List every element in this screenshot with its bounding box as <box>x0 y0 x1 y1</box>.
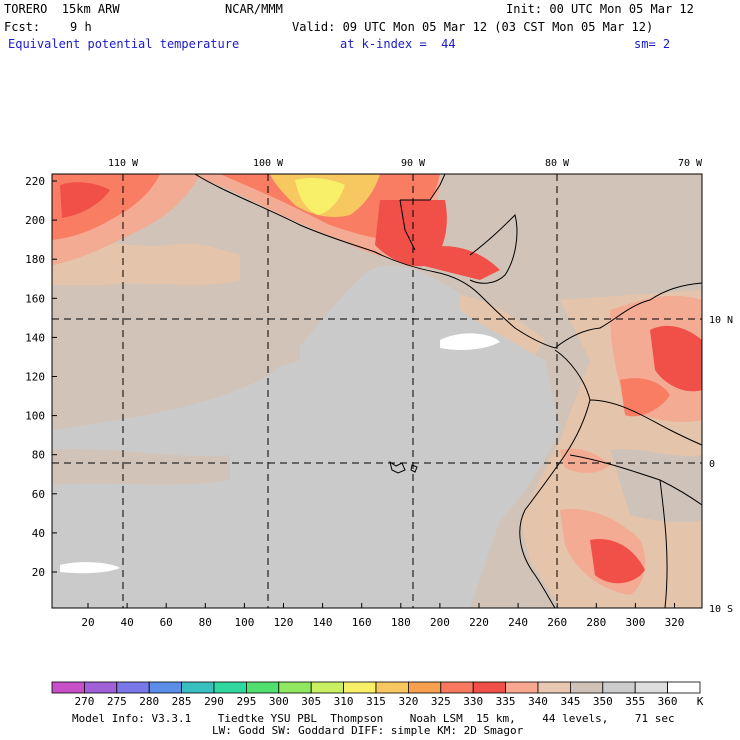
y-tick-label: 120 <box>25 371 45 384</box>
latitude-label: 10 S <box>709 604 733 615</box>
y-tick-label: 160 <box>25 292 45 305</box>
x-tick-label: 160 <box>352 616 372 629</box>
x-axis: 20 40 60 80 100 120 140 160 180 200 220 240 260 280 30… <box>81 603 684 629</box>
y-tick-label: 200 <box>25 214 45 227</box>
map-frame <box>51 173 703 609</box>
colorbar-level-label: 320 <box>398 695 418 708</box>
colorbar-level-label: 330 <box>463 695 483 708</box>
colorbar-level-label: 275 <box>107 695 127 708</box>
graticule <box>52 174 702 608</box>
colorbar-swatch <box>634 681 669 694</box>
organization: NCAR/MMM <box>225 2 283 16</box>
forecast-label: Fcst: <box>4 20 41 34</box>
forecast-hour: 9 h <box>70 20 92 34</box>
model-info-line-2: LW: Godd SW: Goddard DIFF: simple KM: 2D… <box>212 724 524 737</box>
longitude-label: 100 W <box>253 158 284 169</box>
x-tick-label: 20 <box>81 616 94 629</box>
latitude-labels: 10 N 0 10 S <box>709 315 733 615</box>
colorbar-level-label: 355 <box>625 695 645 708</box>
longitude-label: 90 W <box>401 158 426 169</box>
colorbar-level-label: 315 <box>366 695 386 708</box>
x-tick-label: 140 <box>313 616 333 629</box>
colorbar-swatch <box>343 681 377 694</box>
y-tick-label: 60 <box>32 488 45 501</box>
y-tick-label: 20 <box>32 566 45 579</box>
colorbar-swatch <box>440 681 474 694</box>
field-name: Equivalent potential temperature <box>8 37 240 51</box>
x-tick-label: 40 <box>120 616 133 629</box>
x-tick-label: 280 <box>586 616 606 629</box>
model-name: TORERO 15km ARW <box>4 2 120 16</box>
colorbar-swatch <box>505 681 539 694</box>
colorbar-swatch <box>51 681 85 694</box>
valid-time: Valid: 09 UTC Mon 05 Mar 12 (03 CST Mon … <box>292 20 654 34</box>
x-tick-label: 320 <box>665 616 685 629</box>
colorbar-level-label: 350 <box>593 695 613 708</box>
colorbar-level-label: 285 <box>172 695 192 708</box>
x-tick-label: 120 <box>274 616 294 629</box>
colorbar-level-label: 295 <box>236 695 256 708</box>
y-tick-label: 220 <box>25 175 45 188</box>
x-tick-label: 180 <box>391 616 411 629</box>
colorbar-swatch <box>84 681 118 694</box>
colorbar-swatch <box>537 681 571 694</box>
colorbar-swatch <box>181 681 215 694</box>
level-info: at k-index = 44 <box>340 37 456 51</box>
x-tick-label: 260 <box>547 616 567 629</box>
colorbar-swatch <box>570 681 604 694</box>
longitude-label: 80 W <box>545 158 570 169</box>
y-tick-label: 180 <box>25 253 45 266</box>
x-tick-label: 220 <box>469 616 489 629</box>
longitude-label: 70 W <box>678 158 703 169</box>
coastlines <box>194 174 702 608</box>
y-tick-label: 40 <box>32 527 45 540</box>
colorbar-level-label: 325 <box>431 695 451 708</box>
colorbar-level-label: 280 <box>139 695 159 708</box>
colorbar-level-label: 270 <box>74 695 94 708</box>
colorbar-swatch <box>245 681 280 694</box>
colorbar-level-label: 340 <box>528 695 548 708</box>
colorbar-unit: K <box>697 695 704 708</box>
longitude-label: 110 W <box>108 158 139 169</box>
y-tick-label: 80 <box>32 449 45 462</box>
colorbar-swatch <box>310 681 345 694</box>
colorbar-swatch <box>407 681 442 694</box>
init-time: Init: 00 UTC Mon 05 Mar 12 <box>506 2 694 16</box>
colorbar-swatch <box>278 681 312 694</box>
y-tick-label: 140 <box>25 331 45 344</box>
latitude-label: 10 N <box>709 315 733 326</box>
colorbar-level-label: 335 <box>496 695 516 708</box>
x-tick-label: 200 <box>430 616 450 629</box>
x-tick-label: 300 <box>625 616 645 629</box>
colorbar-level-label: 290 <box>204 695 224 708</box>
longitude-labels: 110 W 100 W 90 W 80 W 70 W <box>108 158 703 169</box>
y-tick-label: 100 <box>25 410 45 423</box>
colorbar-level-label: 305 <box>301 695 321 708</box>
x-tick-label: 240 <box>508 616 528 629</box>
model-info-line-1: Model Info: V3.3.1 Tiedtke YSU PBL Thomp… <box>72 712 675 725</box>
y-axis: 220 200 180 160 140 120 100 80 60 40 20 <box>25 175 57 579</box>
x-tick-label: 100 <box>234 616 254 629</box>
colorbar-swatch <box>116 681 150 694</box>
colorbar-swatch <box>375 681 409 694</box>
colorbar-swatch <box>148 681 182 694</box>
colorbar: 270 275 280 285 290 295 300 305 310 315 320 325 330 3… <box>51 681 704 708</box>
smoothing-info: sm= 2 <box>634 37 671 51</box>
colorbar-level-label: 310 <box>334 695 354 708</box>
colorbar-level-label: 360 <box>658 695 678 708</box>
latitude-label: 0 <box>709 459 715 470</box>
colorbar-swatch <box>602 681 636 694</box>
x-tick-label: 80 <box>199 616 212 629</box>
colorbar-swatch <box>667 681 701 694</box>
colorbar-swatch <box>213 681 247 694</box>
shaded-field <box>52 174 702 608</box>
colorbar-level-label: 300 <box>269 695 289 708</box>
colorbar-swatch <box>472 681 507 694</box>
x-tick-label: 60 <box>160 616 173 629</box>
colorbar-level-label: 345 <box>560 695 580 708</box>
